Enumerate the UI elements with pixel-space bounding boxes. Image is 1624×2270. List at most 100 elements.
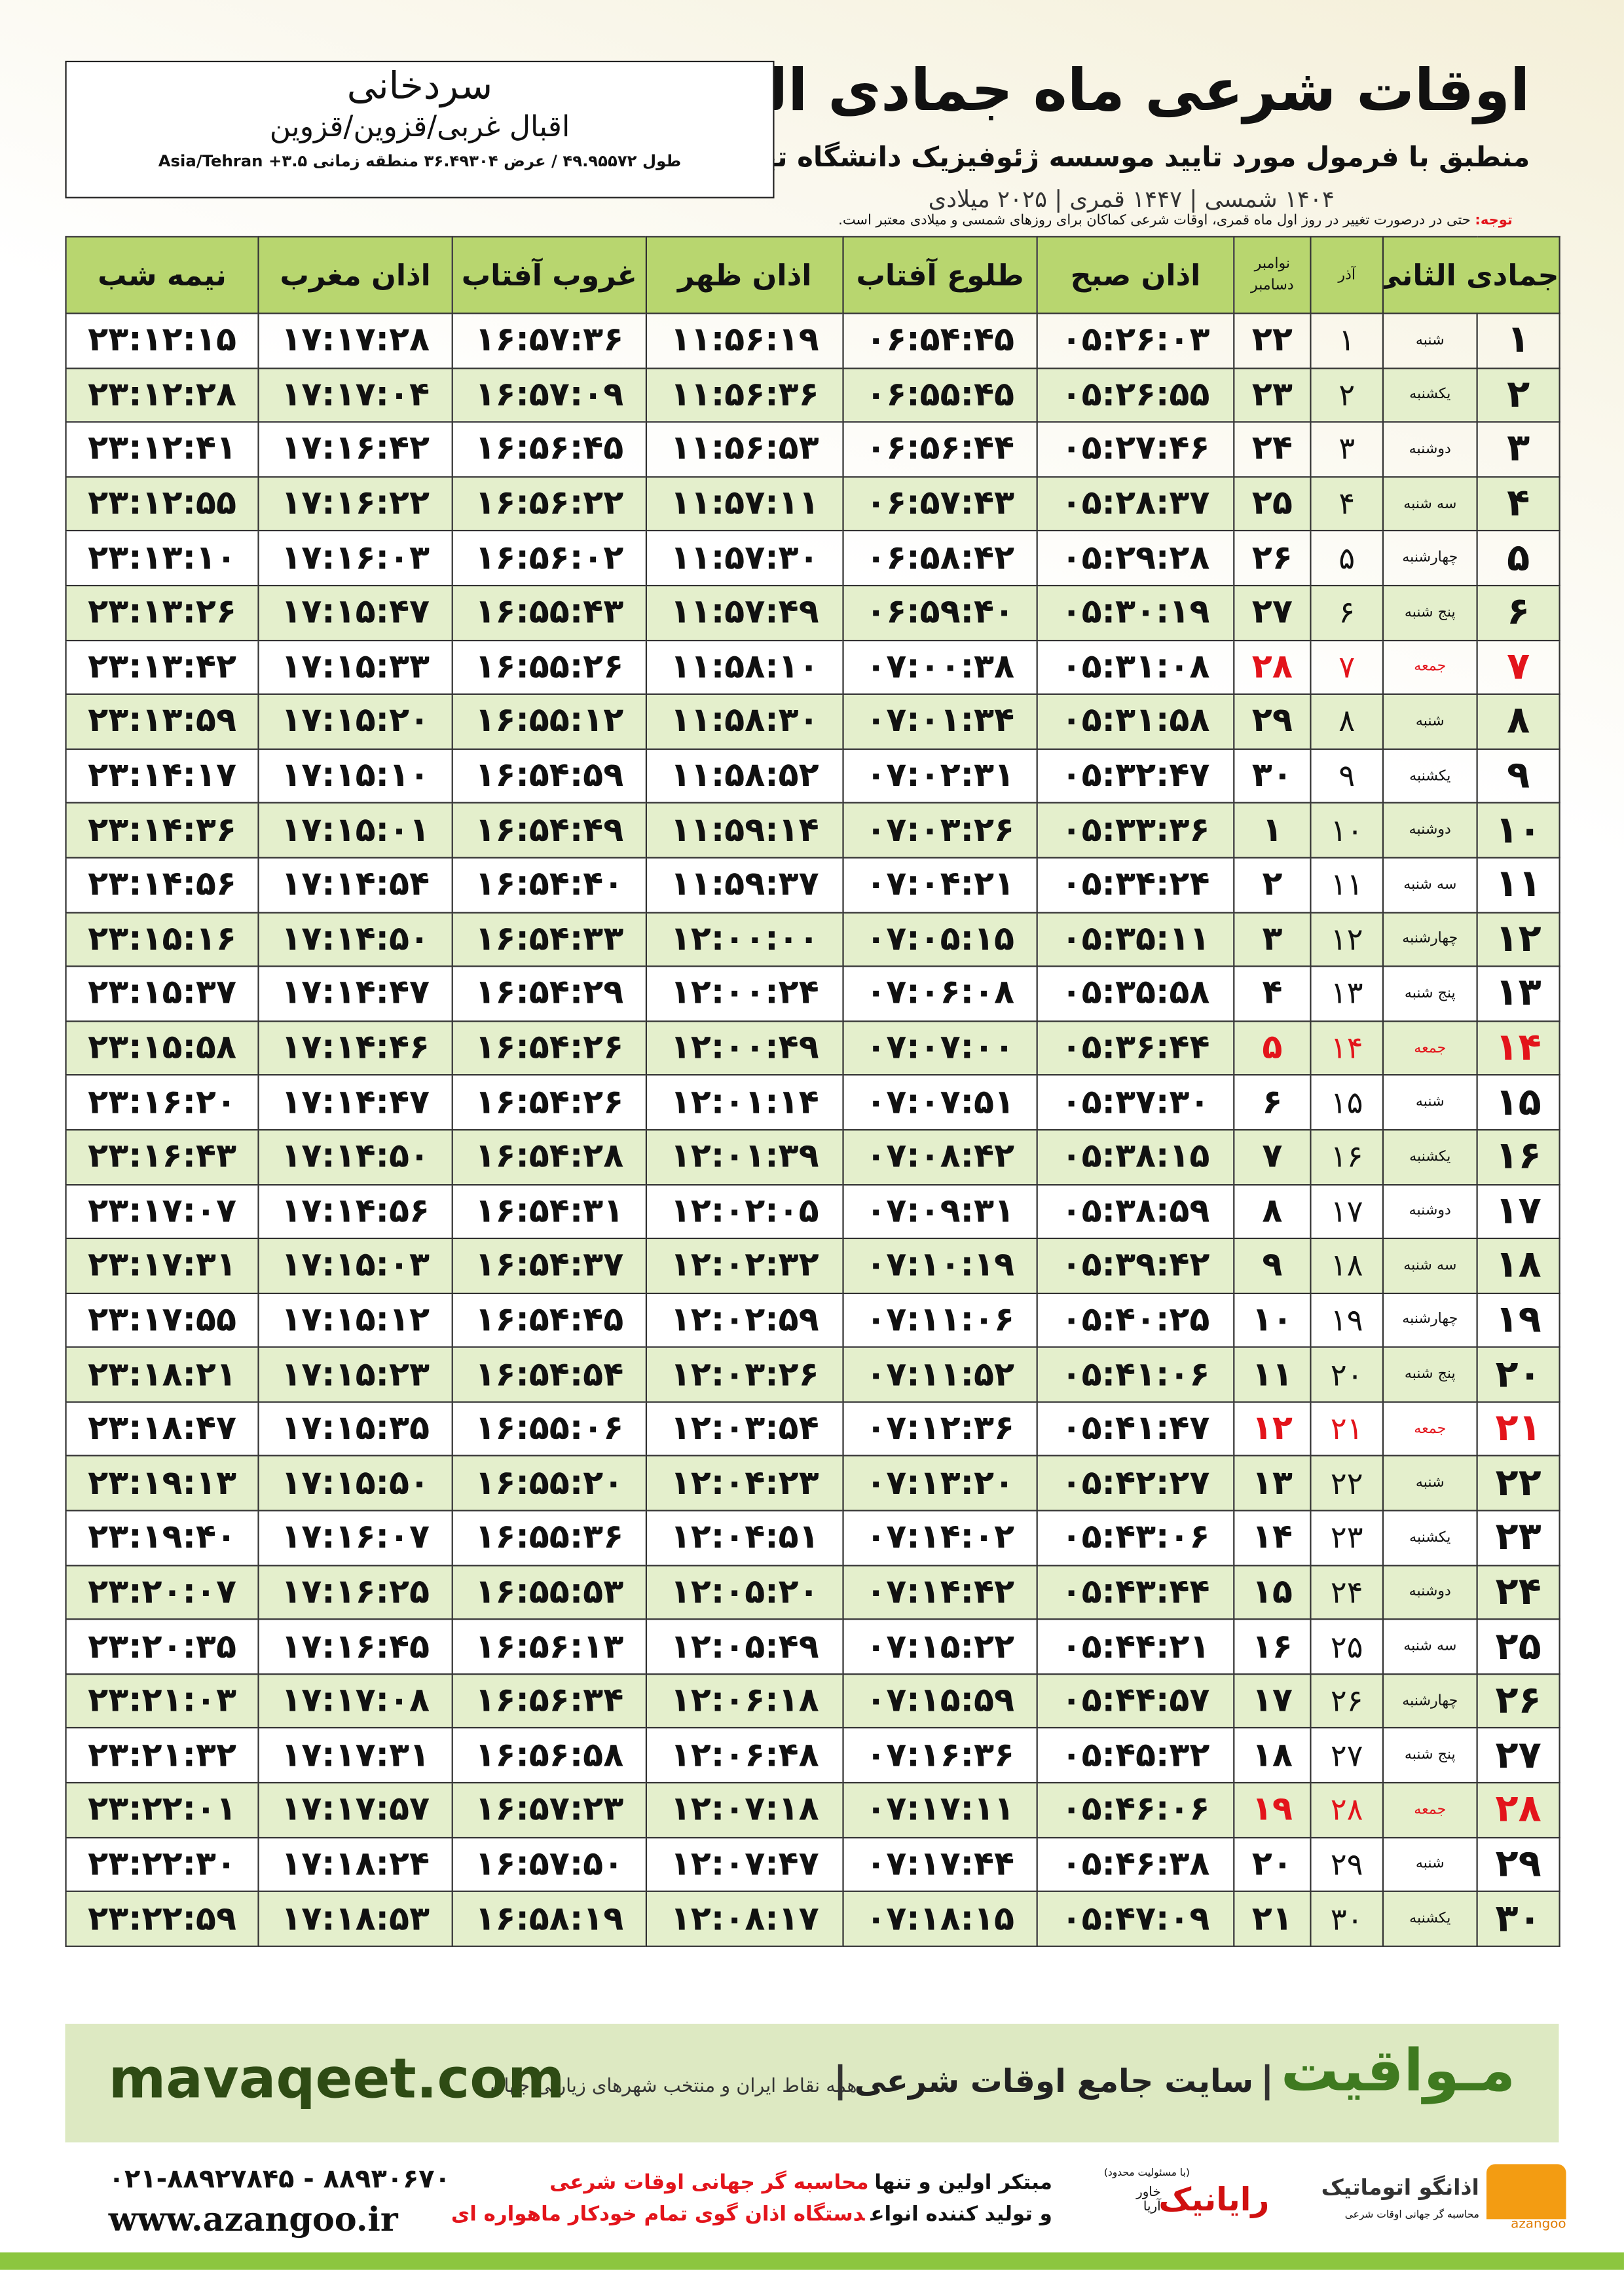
table-cell: چهارشنبه (1382, 1292, 1478, 1349)
table-cell: ۱۶:۵۶:۲۲ (451, 475, 648, 532)
table-cell: ۱۶ (1310, 1128, 1384, 1185)
table-cell: ۰۷:۱۴:۰۲ (842, 1510, 1038, 1566)
title: اوقات شرعی ماه جمادی الثانی (640, 58, 1530, 125)
table-cell: ۲۳:۱۹:۱۳ (65, 1455, 259, 1512)
table-cell: ۰۶:۵۹:۴۰ (842, 584, 1038, 641)
table-cell: یکشنبه (1382, 1128, 1478, 1185)
table-cell: ۲۳ (1310, 1510, 1384, 1566)
table-row: ۸ شنبه ۸ ۲۹ ۰۵:۳۱:۵۸ ۰۷:۰۱:۳۴ ۱۱:۵۸:۳۰ ۱۶:۵۵:۱۲… (65, 694, 1560, 750)
table-cell: ۲۴ (1310, 1564, 1384, 1620)
table-cell: ۲ (1310, 367, 1384, 423)
table-cell: ۵ (1476, 530, 1560, 587)
table-cell: ۲۱ (1233, 1891, 1312, 1947)
table-cell: ۷ (1233, 1128, 1312, 1185)
table-cell: ۱۲:۰۲:۵۹ (645, 1292, 844, 1349)
table-cell: ۱۲:۰۳:۲۶ (645, 1347, 844, 1403)
table-cell: ۰۵:۲۹:۲۸ (1036, 530, 1235, 587)
table-cell: ۱۷:۱۵:۱۲ (257, 1292, 453, 1349)
table-row: ۳۰ یکشنبه ۳۰ ۲۱ ۰۵:۴۷:۰۹ ۰۷:۱۸:۱۵ ۱۲:۰۸:۱۷ ۱۶:۵… (65, 1891, 1560, 1947)
table-cell: ۲۳:۱۸:۴۷ (65, 1401, 259, 1457)
table-cell: ۰۷:۰۷:۵۱ (842, 1074, 1038, 1131)
table-cell: ۱۹ (1310, 1292, 1384, 1349)
table-cell: ۰۵:۲۸:۳۷ (1036, 475, 1235, 532)
dates: ۱۴۰۴ شمسی | ۱۴۴۷ قمری | ۲۰۲۵ میلادی (928, 185, 1335, 213)
table-cell: ۰۵:۴۱:۴۷ (1036, 1401, 1235, 1457)
table-row: ۲۸ جمعه ۲۸ ۱۹ ۰۵:۴۶:۰۶ ۰۷:۱۷:۱۱ ۱۲:۰۷:۱۸ ۱۶:۵۷:… (65, 1781, 1560, 1838)
table-cell: ۱۲:۰۷:۱۸ (645, 1781, 844, 1838)
table-cell: سه شنبه (1382, 857, 1478, 913)
table-cell: ۱۲ (1233, 1401, 1312, 1457)
table-cell: ۲۳:۱۷:۳۱ (65, 1238, 259, 1294)
table-cell: ۱۲:۰۰:۴۹ (645, 1020, 844, 1076)
table-cell: ۰۷:۰۰:۳۸ (842, 639, 1038, 696)
table-cell: ۱۶:۵۶:۱۳ (451, 1618, 648, 1675)
table-row: ۱۵ شنبه ۱۵ ۶ ۰۵:۳۷:۳۰ ۰۷:۰۷:۵۱ ۱۲:۰۱:۱۴ ۱۶:۵۴:۲… (65, 1074, 1560, 1131)
table-cell: ۲۳ (1476, 1510, 1560, 1566)
table-cell: ۱۲:۰۱:۳۹ (645, 1128, 844, 1185)
table-cell: ۰۵:۳۱:۰۸ (1036, 639, 1235, 696)
table-cell: ۱۶:۵۷:۵۰ (451, 1836, 648, 1893)
table-cell: ۱۸ (1310, 1238, 1384, 1294)
table-cell: ۲۳:۲۲:۵۹ (65, 1891, 259, 1947)
table-cell: ۱۱ (1233, 1347, 1312, 1403)
table-cell: ۰۵:۳۱:۵۸ (1036, 694, 1235, 750)
table-cell: ۲۳:۱۲:۲۸ (65, 367, 259, 423)
table-cell: ۶ (1233, 1074, 1312, 1131)
table-cell: ۱۶:۵۴:۳۷ (451, 1238, 648, 1294)
table-cell: سه شنبه (1382, 1238, 1478, 1294)
table-cell: ۱۶:۵۶:۵۸ (451, 1727, 648, 1784)
table-cell: ۰۶:۵۴:۴۵ (842, 312, 1038, 369)
table-cell: ۱۱:۵۸:۱۰ (645, 639, 844, 696)
table-cell: ۲۳:۲۱:۰۳ (65, 1673, 259, 1730)
table-cell: ۱۰ (1233, 1292, 1312, 1349)
table-cell: ۰۶:۵۵:۴۵ (842, 367, 1038, 423)
table-cell: یکشنبه (1382, 748, 1478, 804)
table-cell: ۱۷:۱۷:۰۸ (257, 1673, 453, 1730)
table-cell: ۷ (1476, 639, 1560, 696)
table-cell: ۰۵:۳۵:۵۸ (1036, 965, 1235, 1022)
table-cell: ۱۷:۱۶:۲۲ (257, 475, 453, 532)
table-cell: دوشنبه (1382, 802, 1478, 859)
table-cell: ۱۶:۵۴:۲۸ (451, 1128, 648, 1185)
table-cell: ۰۷:۰۲:۳۱ (842, 748, 1038, 804)
table-cell: ۰۵:۲۶:۵۵ (1036, 367, 1235, 423)
table-cell: ۲ (1233, 857, 1312, 913)
table-cell: ۱۶:۵۴:۲۹ (451, 965, 648, 1022)
table-cell: ۱۷:۱۴:۵۴ (257, 857, 453, 913)
table-row: ۲۶ چهارشنبه ۲۶ ۱۷ ۰۵:۴۴:۵۷ ۰۷:۱۵:۵۹ ۱۲:۰۶:۱۸ ۱۶… (65, 1673, 1560, 1730)
table-cell: ۱۷:۱۸:۲۴ (257, 1836, 453, 1893)
table-cell: ۰۷:۱۶:۳۶ (842, 1727, 1038, 1784)
table-cell: ۸ (1476, 694, 1560, 750)
table-cell: ۲۳:۲۲:۳۰ (65, 1836, 259, 1893)
table-row: ۱۸ سه شنبه ۱۸ ۹ ۰۵:۳۹:۴۲ ۰۷:۱۰:۱۹ ۱۲:۰۲:۳۲ ۱۶:۵… (65, 1238, 1560, 1294)
table-cell: ۲۴ (1233, 421, 1312, 477)
table-row: ۲۲ شنبه ۲۲ ۱۳ ۰۵:۴۲:۲۷ ۰۷:۱۳:۲۰ ۱۲:۰۴:۲۳ ۱۶:۵۵:… (65, 1455, 1560, 1512)
footer-highlight: دستگاه اذان گوی تمام خودکار ماهواره ای (451, 2203, 865, 2227)
table-cell: ۲۳:۱۶:۲۰ (65, 1074, 259, 1131)
table-cell: ۲۳:۱۵:۱۶ (65, 911, 259, 967)
table-cell: ۱۶:۵۵:۲۰ (451, 1455, 648, 1512)
table-cell: ۱۵ (1233, 1564, 1312, 1620)
table-cell: ۲۳:۲۱:۳۲ (65, 1727, 259, 1784)
header-cell: طلوع آفتاب (842, 236, 1038, 314)
table-cell: ۱۱ (1476, 857, 1560, 913)
header-row: جمادی الثانی آذر نوامبر دسامبر اذان صبح طلوع … (65, 236, 1560, 314)
table-cell: شنبه (1382, 312, 1478, 369)
url[interactable]: mavaqeet.com (108, 2047, 565, 2111)
table-cell: ۲۸ (1310, 1781, 1384, 1838)
note-label: توجه: (1475, 212, 1513, 229)
table-cell: ۱۴ (1310, 1020, 1384, 1076)
table-cell: ۳۰ (1476, 1891, 1560, 1947)
table-cell: ۰۷:۱۷:۴۴ (842, 1836, 1038, 1893)
table-cell: ۰۵:۳۶:۴۴ (1036, 1020, 1235, 1076)
table-cell: ۰۷:۱۱:۰۶ (842, 1292, 1038, 1349)
table-cell: ۱۲:۰۰:۲۴ (645, 965, 844, 1022)
banner: مـواقیت سایت جامع اوقات شرعی همه نقاط ای… (65, 2023, 1559, 2143)
location-coordinates: طول ۴۹.۹۵۵۷۲ / عرض ۳۶.۴۹۳۰۴ منطقه زمانی … (158, 152, 682, 171)
azangoo-icon (1486, 2164, 1566, 2220)
website[interactable]: www.azangoo.ir (108, 2200, 398, 2240)
table-cell: ۱۲ (1476, 911, 1560, 967)
table-cell: ۱۸ (1233, 1727, 1312, 1784)
table-cell: ۰۷:۱۲:۳۶ (842, 1401, 1038, 1457)
table-cell: ۱۲:۰۳:۵۴ (645, 1401, 844, 1457)
